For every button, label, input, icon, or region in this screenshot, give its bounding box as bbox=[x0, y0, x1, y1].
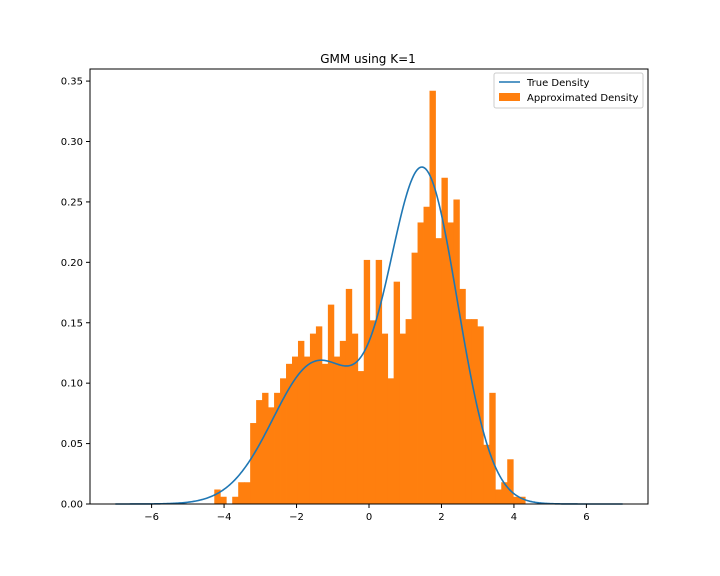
histogram-bar bbox=[387, 378, 395, 504]
histogram-bar bbox=[381, 333, 389, 504]
legend-label-true-density: True Density bbox=[526, 78, 590, 89]
x-tick-label: 6 bbox=[583, 512, 589, 523]
x-tick-label: −2 bbox=[289, 512, 304, 523]
histogram-bar bbox=[459, 288, 466, 504]
histogram-bar bbox=[471, 319, 478, 504]
histogram-bar bbox=[375, 259, 383, 504]
plot-frame bbox=[89, 68, 649, 505]
x-tick-label: 4 bbox=[511, 512, 517, 523]
histogram-bar bbox=[417, 222, 424, 505]
x-axis: −6 −4 −2 0 2 4 6 bbox=[144, 504, 590, 523]
histogram-bar bbox=[453, 199, 460, 504]
histogram-bar bbox=[274, 392, 281, 504]
y-tick-label: 0.10 bbox=[61, 379, 83, 390]
histogram-bar bbox=[519, 496, 526, 504]
y-axis: 0.00 0.05 0.10 0.15 0.20 0.25 0.30 0.35 bbox=[61, 77, 90, 511]
histogram-bar bbox=[495, 489, 502, 504]
histogram-bar bbox=[399, 333, 406, 504]
histogram-bar bbox=[369, 320, 377, 504]
histogram-bar bbox=[220, 496, 227, 504]
histogram-bar bbox=[262, 392, 269, 504]
histogram-bar bbox=[333, 356, 341, 504]
histogram-bar bbox=[357, 371, 365, 504]
histogram-bar bbox=[232, 496, 239, 504]
y-tick-label: 0.25 bbox=[61, 197, 83, 208]
y-tick-label: 0.35 bbox=[61, 77, 83, 88]
histogram-bar bbox=[244, 482, 251, 504]
y-tick-label: 0.05 bbox=[61, 439, 83, 450]
histogram-bar bbox=[309, 333, 317, 504]
histogram-bar bbox=[405, 319, 412, 504]
histogram-bar bbox=[303, 356, 311, 504]
histogram-bar bbox=[292, 356, 299, 504]
histogram-bar bbox=[327, 304, 335, 504]
x-tick-label: −4 bbox=[217, 512, 232, 523]
histogram-bar bbox=[489, 392, 496, 504]
legend-label-approximated-density: Approximated Density bbox=[527, 93, 639, 104]
histogram-bar bbox=[411, 252, 418, 504]
histogram-bar bbox=[345, 288, 353, 504]
histogram-bar bbox=[363, 259, 371, 504]
density-line bbox=[115, 166, 623, 505]
chart-title: GMM using K=1 bbox=[320, 52, 416, 66]
histogram-bar bbox=[513, 496, 520, 504]
x-tick-label: 0 bbox=[366, 512, 372, 523]
histogram-bar bbox=[477, 326, 484, 504]
legend-box bbox=[493, 72, 644, 109]
x-tick-label: 2 bbox=[438, 512, 444, 523]
histogram-bar bbox=[256, 400, 263, 504]
histogram-bar bbox=[501, 482, 508, 504]
histogram-bar bbox=[268, 407, 275, 504]
histogram-bar bbox=[339, 340, 347, 504]
histogram-bar bbox=[507, 459, 514, 504]
histogram-bars bbox=[214, 90, 526, 505]
legend: True Density Approximated Density bbox=[493, 72, 644, 109]
histogram-bar bbox=[351, 333, 359, 504]
y-tick-label: 0.30 bbox=[61, 137, 83, 148]
histogram-bar bbox=[429, 90, 436, 504]
histogram-bar bbox=[286, 363, 293, 504]
histogram-bar bbox=[214, 489, 221, 504]
histogram-bar bbox=[297, 340, 305, 504]
y-tick-label: 0.00 bbox=[61, 500, 83, 511]
histogram-bar bbox=[250, 423, 257, 504]
legend-patch-swatch bbox=[499, 93, 520, 101]
histogram-bar bbox=[441, 177, 448, 504]
density-curve bbox=[115, 166, 623, 505]
x-tick-label: −6 bbox=[144, 512, 159, 523]
y-tick-label: 0.20 bbox=[61, 258, 83, 269]
histogram-bar bbox=[280, 378, 287, 504]
histogram-bar bbox=[238, 482, 245, 504]
histogram-bar bbox=[465, 319, 472, 504]
histogram-bar bbox=[435, 238, 442, 504]
histogram-bar bbox=[315, 326, 323, 504]
y-tick-label: 0.15 bbox=[61, 318, 83, 329]
histogram-bar bbox=[483, 444, 490, 504]
histogram-bar bbox=[321, 363, 329, 504]
histogram-bar bbox=[393, 281, 401, 504]
histogram-bar bbox=[447, 222, 454, 505]
histogram-bar bbox=[423, 206, 430, 504]
